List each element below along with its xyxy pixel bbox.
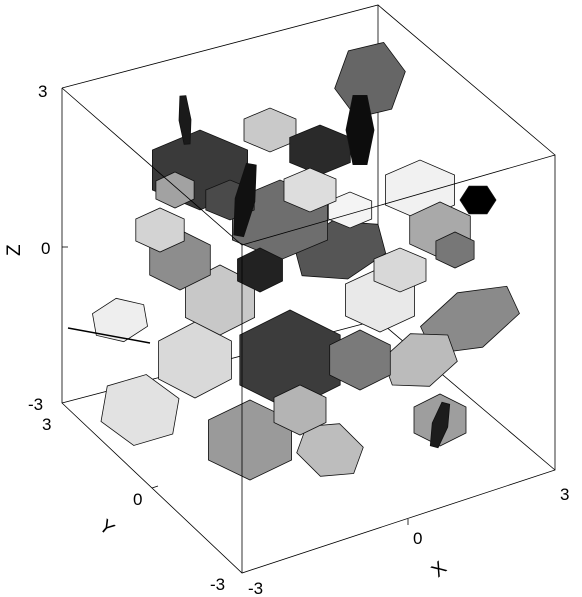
z-tick-zero: 0 — [41, 239, 50, 258]
z-axis-label: Z — [4, 244, 25, 256]
plate — [329, 329, 391, 391]
plate — [158, 321, 232, 399]
plate — [273, 384, 327, 436]
plate — [155, 171, 195, 209]
plate — [92, 297, 148, 343]
plate — [373, 247, 427, 293]
plate — [100, 374, 180, 446]
stray-rod — [67, 327, 151, 344]
x-tick-max: 3 — [560, 485, 569, 504]
needle-plate — [233, 162, 257, 238]
plate — [283, 167, 337, 213]
plate — [435, 231, 475, 269]
y-axis-label: Y — [95, 516, 118, 540]
needle-plate — [459, 185, 497, 215]
plate — [135, 207, 185, 253]
needle-plate — [429, 401, 451, 449]
plate — [237, 247, 283, 293]
plate-cluster — [67, 41, 520, 481]
y-tick-zero: 0 — [133, 490, 142, 509]
plate — [289, 124, 351, 176]
z-tick-max: 3 — [38, 82, 47, 101]
y-tick-max: 3 — [42, 415, 51, 434]
x-tick-zero: 0 — [413, 529, 422, 548]
needle-plate — [178, 95, 192, 145]
z-tick-min: -3 — [28, 395, 43, 414]
x-tick-min: -3 — [248, 579, 263, 597]
plate — [243, 107, 297, 153]
y-tick-min: -3 — [210, 575, 225, 594]
tick-marks — [62, 246, 409, 525]
needle-plate — [345, 95, 375, 166]
x-axis-label: X — [428, 557, 451, 581]
bounding-box-front — [61, 87, 556, 574]
